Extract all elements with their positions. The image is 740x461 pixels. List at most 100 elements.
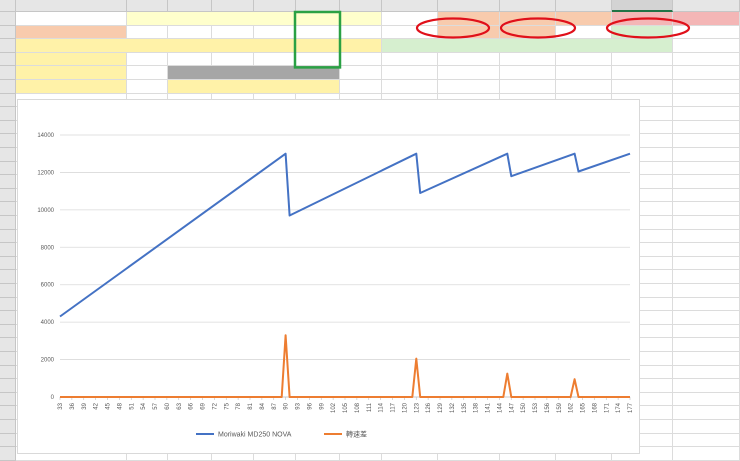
row-header-12[interactable]	[0, 161, 16, 176]
row-header-33[interactable]	[0, 447, 16, 461]
column-header-c[interactable]	[168, 0, 212, 12]
cell-c6[interactable]	[168, 80, 340, 94]
cell-k1[interactable]	[556, 12, 612, 26]
cell-j2[interactable]	[500, 26, 556, 40]
column-header-i[interactable]	[438, 0, 500, 12]
row-header-6[interactable]	[0, 80, 16, 94]
column-header-l[interactable]	[612, 0, 673, 12]
row-header-20[interactable]	[0, 270, 16, 284]
row-header-27[interactable]	[0, 365, 16, 380]
row-header-19[interactable]	[0, 256, 16, 271]
line-chart[interactable]: 0 2000 4000 6000 8000 10000 12000 14000 33 36 39 42…	[17, 99, 640, 454]
column-header-a[interactable]	[16, 0, 127, 12]
row-header-18[interactable]	[0, 243, 16, 257]
row-header-25[interactable]	[0, 338, 16, 352]
cell-m1[interactable]	[673, 12, 740, 26]
row-header-13[interactable]	[0, 175, 16, 189]
cell-f3[interactable]	[296, 39, 340, 53]
column-header-m[interactable]	[673, 0, 740, 12]
cell-f1[interactable]	[296, 12, 340, 26]
row-header-24[interactable]	[0, 324, 16, 339]
column-header-f[interactable]	[296, 0, 340, 12]
cell-e2[interactable]	[254, 26, 296, 40]
row-header-7[interactable]	[0, 93, 16, 108]
select-all-corner[interactable]	[0, 0, 16, 12]
cell-d4[interactable]	[212, 53, 254, 67]
column-header-d[interactable]	[212, 0, 254, 12]
cell-h1[interactable]	[382, 12, 438, 26]
column-header-j[interactable]	[500, 0, 556, 12]
cell-d5[interactable]	[212, 66, 254, 80]
cell-g3[interactable]	[340, 39, 382, 53]
cell-f2[interactable]	[296, 26, 340, 40]
row-header-4[interactable]	[0, 52, 16, 67]
x-tick-label: 108	[355, 402, 361, 413]
row-header-1[interactable]	[0, 12, 16, 26]
column-header-e[interactable]	[254, 0, 296, 12]
x-tick-label: 126	[426, 402, 432, 413]
cell-e3[interactable]	[254, 39, 296, 53]
row-header-10[interactable]	[0, 134, 16, 148]
row-header-9[interactable]	[0, 120, 16, 135]
cell-j1[interactable]	[500, 12, 556, 26]
row-header-8[interactable]	[0, 107, 16, 121]
cell-d3[interactable]	[212, 39, 254, 53]
cell-b1[interactable]	[127, 12, 168, 26]
row-header-15[interactable]	[0, 202, 16, 216]
column-header-k[interactable]	[556, 0, 612, 12]
legend-label: Moriwaki MD250 NOVA	[218, 432, 292, 439]
cell-b3[interactable]	[127, 39, 168, 53]
cell-g2[interactable]	[340, 26, 382, 40]
cell-c1[interactable]	[168, 12, 212, 26]
cell-a4[interactable]	[16, 53, 127, 67]
cell-e1[interactable]	[254, 12, 296, 26]
x-tick-label: 36	[70, 402, 76, 409]
cell-l1[interactable]	[612, 12, 673, 26]
cell-c3[interactable]	[168, 39, 212, 53]
cell-e4[interactable]	[254, 53, 296, 67]
row-header-29[interactable]	[0, 392, 16, 407]
column-header-h[interactable]	[382, 0, 438, 12]
fill-model-name	[16, 25, 126, 39]
cell-b2[interactable]	[127, 26, 168, 40]
cell-l2[interactable]	[612, 26, 673, 40]
row-header-17[interactable]	[0, 229, 16, 244]
cell-k2[interactable]	[556, 26, 612, 40]
row-header-3[interactable]	[0, 39, 16, 53]
row-header-14[interactable]	[0, 188, 16, 203]
row-header-2[interactable]	[0, 25, 16, 40]
row-header-23[interactable]	[0, 311, 16, 325]
cell-e5[interactable]	[254, 66, 296, 80]
column-header-g[interactable]	[340, 0, 382, 12]
cell-i1[interactable]	[438, 12, 500, 26]
cell-i2[interactable]	[438, 26, 500, 40]
row-header-11[interactable]	[0, 148, 16, 162]
row-header-26[interactable]	[0, 352, 16, 366]
cell-g4[interactable]	[340, 53, 382, 67]
x-tick-label: 54	[141, 402, 147, 409]
row-header-16[interactable]	[0, 216, 16, 230]
cell-h2[interactable]	[382, 26, 438, 40]
column-header-b[interactable]	[127, 0, 168, 12]
cell-c2[interactable]	[168, 26, 212, 40]
row-header-22[interactable]	[0, 297, 16, 312]
cell-f5[interactable]	[296, 66, 340, 80]
cell-a2[interactable]	[16, 26, 127, 40]
cell-d1[interactable]	[212, 12, 254, 26]
cell-a5[interactable]	[16, 66, 127, 80]
row-header-21[interactable]	[0, 284, 16, 298]
row-header-30[interactable]	[0, 406, 16, 420]
cell-c5[interactable]	[168, 66, 212, 80]
row-header-32[interactable]	[0, 433, 16, 448]
cell-c4[interactable]	[168, 53, 212, 67]
row-header-31[interactable]	[0, 420, 16, 434]
row-header-28[interactable]	[0, 379, 16, 393]
cell-m2[interactable]	[673, 26, 740, 40]
x-tick-label: 159	[557, 402, 563, 413]
cell-g1[interactable]	[340, 12, 382, 26]
row-header-5[interactable]	[0, 66, 16, 80]
cell-d2[interactable]	[212, 26, 254, 40]
cell-a6[interactable]	[16, 80, 127, 94]
cell-f4[interactable]	[296, 53, 340, 67]
cell-a3[interactable]	[16, 39, 127, 53]
